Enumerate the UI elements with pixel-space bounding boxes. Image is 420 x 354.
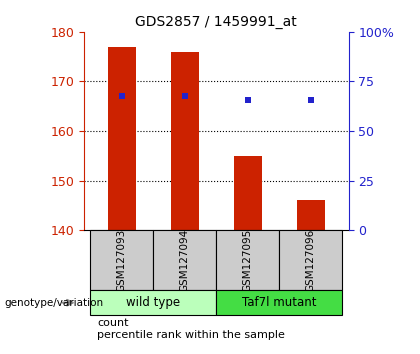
Bar (216, 230, 279, 290)
Text: wild type: wild type (126, 296, 180, 309)
Bar (153, 230, 216, 290)
Text: GSM127096: GSM127096 (306, 229, 316, 292)
Bar (90, 290, 216, 315)
Bar (108, 47, 136, 230)
Bar (90, 230, 153, 290)
Text: GSM127094: GSM127094 (180, 229, 190, 292)
Title: GDS2857 / 1459991_at: GDS2857 / 1459991_at (135, 16, 297, 29)
Bar (216, 290, 342, 315)
Bar (297, 200, 325, 230)
Bar (171, 52, 199, 230)
Text: percentile rank within the sample: percentile rank within the sample (97, 330, 285, 341)
Bar (279, 230, 342, 290)
Text: GSM127093: GSM127093 (117, 229, 127, 292)
Text: Taf7l mutant: Taf7l mutant (242, 296, 317, 309)
Text: count: count (97, 318, 129, 328)
Text: genotype/variation: genotype/variation (4, 298, 103, 308)
Text: GSM127095: GSM127095 (243, 229, 253, 292)
Bar (234, 156, 262, 230)
